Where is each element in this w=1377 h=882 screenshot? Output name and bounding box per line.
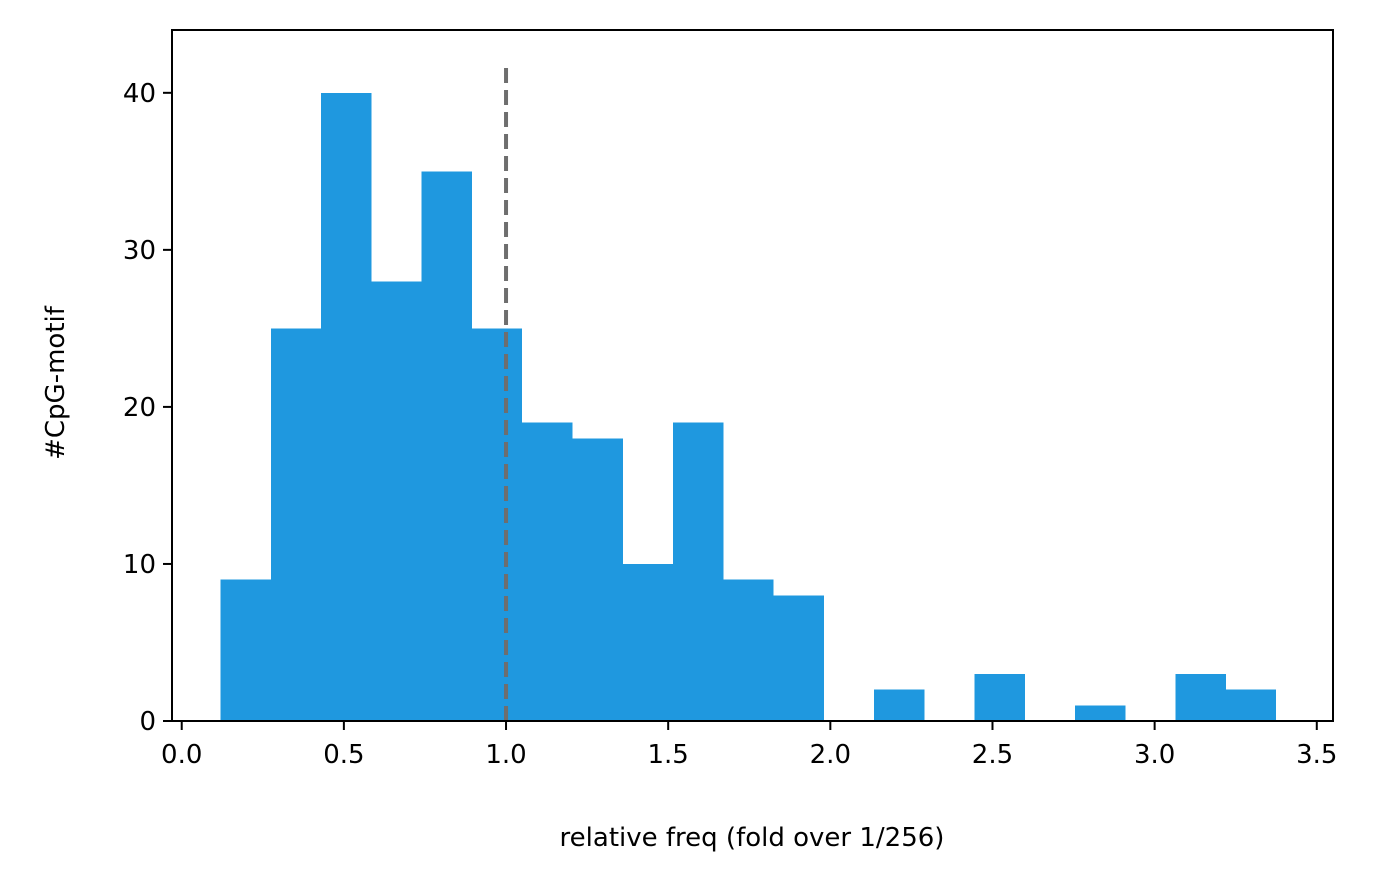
histogram-bars	[220, 92, 1277, 722]
histogram-bar	[1175, 673, 1226, 721]
x-tick-label: 2.5	[972, 740, 1013, 770]
histogram-bar	[421, 171, 472, 721]
x-tick-label: 2.0	[810, 740, 851, 770]
histogram-bar	[471, 328, 523, 721]
histogram-bar	[220, 579, 271, 721]
x-tick-label: 1.0	[485, 740, 526, 770]
y-tick-label: 0	[139, 707, 156, 737]
y-axis-ticks: 0 10 20 30 40	[123, 79, 172, 737]
y-tick-label: 20	[123, 393, 156, 423]
histogram-bar	[371, 281, 422, 721]
x-tick-label: 3.0	[1134, 740, 1175, 770]
y-axis-label: #CpG-motif	[41, 305, 71, 460]
histogram-bar	[270, 328, 322, 721]
histogram-bar	[622, 563, 674, 721]
x-tick-label: 0.0	[161, 740, 202, 770]
histogram-bar	[321, 92, 372, 722]
histogram-bar	[723, 579, 774, 721]
x-tick-label: 3.5	[1296, 740, 1337, 770]
histogram-bar	[673, 422, 724, 721]
histogram-bar	[974, 673, 1025, 721]
histogram-bar	[522, 422, 573, 721]
histogram-bar	[1225, 689, 1277, 721]
histogram-bar	[1075, 705, 1126, 721]
x-axis-label: relative freq (fold over 1/256)	[560, 823, 945, 853]
y-tick-label: 40	[123, 79, 156, 109]
x-axis-ticks: 0.0 0.5 1.0 1.5 2.0 2.5 3.0 3.5	[161, 721, 1337, 770]
y-tick-label: 30	[123, 236, 156, 266]
histogram-bar	[773, 595, 824, 721]
x-tick-label: 1.5	[648, 740, 689, 770]
plot-frame	[171, 29, 1334, 722]
y-tick-label: 10	[123, 550, 156, 580]
histogram-bar	[572, 438, 623, 721]
histogram-bar	[874, 689, 925, 721]
x-tick-label: 0.5	[323, 740, 364, 770]
